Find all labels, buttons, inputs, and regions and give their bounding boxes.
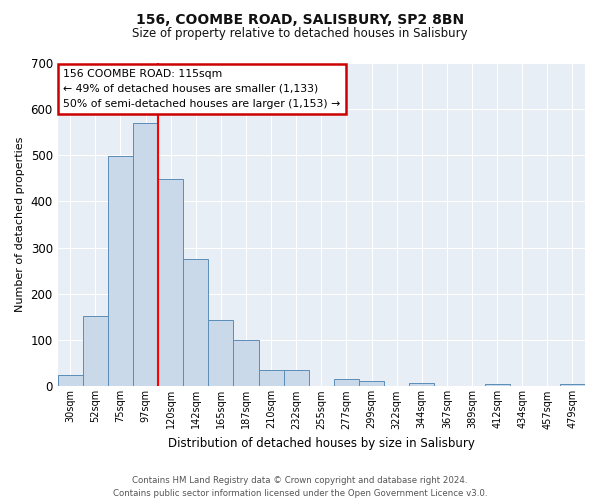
Bar xyxy=(409,382,434,386)
Bar xyxy=(133,122,158,386)
Y-axis label: Number of detached properties: Number of detached properties xyxy=(15,137,25,312)
Text: Contains HM Land Registry data © Crown copyright and database right 2024.
Contai: Contains HM Land Registry data © Crown c… xyxy=(113,476,487,498)
Bar xyxy=(83,316,108,386)
Bar xyxy=(183,259,208,386)
Text: Size of property relative to detached houses in Salisbury: Size of property relative to detached ho… xyxy=(132,28,468,40)
X-axis label: Distribution of detached houses by size in Salisbury: Distribution of detached houses by size … xyxy=(168,437,475,450)
Bar xyxy=(284,370,309,386)
Bar xyxy=(158,179,183,386)
Bar xyxy=(259,370,284,386)
Bar xyxy=(560,384,585,386)
Bar xyxy=(58,375,83,386)
Text: 156 COOMBE ROAD: 115sqm
← 49% of detached houses are smaller (1,133)
50% of semi: 156 COOMBE ROAD: 115sqm ← 49% of detache… xyxy=(63,69,340,108)
Bar xyxy=(485,384,509,386)
Bar xyxy=(359,381,384,386)
Bar xyxy=(208,320,233,386)
Bar xyxy=(334,380,359,386)
Text: 156, COOMBE ROAD, SALISBURY, SP2 8BN: 156, COOMBE ROAD, SALISBURY, SP2 8BN xyxy=(136,12,464,26)
Bar xyxy=(108,156,133,386)
Bar xyxy=(233,340,259,386)
